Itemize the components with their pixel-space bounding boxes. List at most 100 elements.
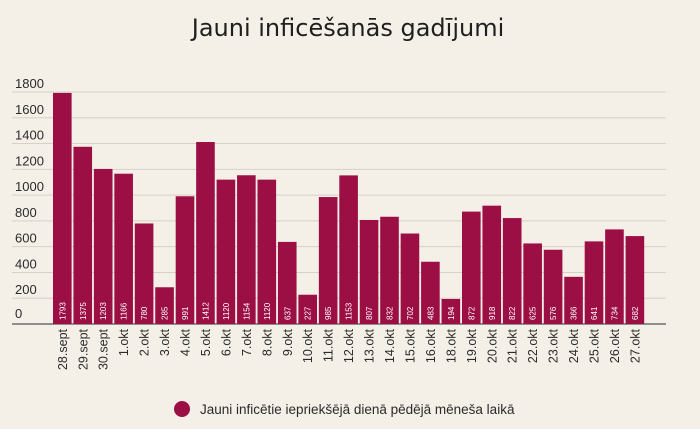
bar	[543, 249, 563, 324]
legend-swatch	[174, 401, 190, 417]
x-tick-label: 25.okt	[588, 328, 602, 363]
bar-value-label: 1203	[99, 302, 108, 320]
x-tick-label: 30.sept	[97, 328, 111, 370]
bar-value-label: 483	[426, 306, 435, 320]
bar	[605, 229, 624, 324]
bar	[53, 92, 72, 324]
y-tick-label: 200	[15, 282, 37, 297]
y-tick-label: 1400	[15, 128, 44, 143]
x-tick-label: 15.okt	[403, 328, 417, 363]
bar-value-label: 991	[181, 306, 190, 320]
x-tick-label: 24.okt	[567, 328, 581, 363]
bar	[237, 175, 256, 324]
bar	[400, 233, 420, 324]
chart-title: Jauni inficēšanās gadījumi	[190, 14, 505, 42]
x-tick-label: 28.sept	[56, 328, 70, 370]
x-tick-label: 29.sept	[76, 328, 90, 370]
x-tick-label: 26.okt	[608, 328, 622, 363]
bar	[175, 196, 195, 324]
y-axis: 0 200 400 600 800 1000 1200 1400 1600 1800	[15, 76, 44, 321]
x-tick-label: 11.okt	[322, 328, 336, 362]
bar	[298, 294, 317, 324]
bar-value-label: 1412	[201, 302, 210, 320]
bars: 1793 1375 1203 1166 780 285 991 1412 1120 1154 112…	[53, 92, 645, 324]
bar-value-label: 734	[610, 306, 619, 320]
bar	[380, 216, 399, 324]
bar-value-label: 822	[508, 306, 517, 320]
bar	[339, 175, 358, 324]
bar	[216, 179, 236, 324]
y-tick-label: 400	[15, 256, 37, 271]
bar-value-label: 194	[447, 306, 456, 320]
bar-value-label: 702	[406, 306, 415, 320]
bar	[564, 276, 583, 324]
bar-value-label: 985	[324, 306, 333, 320]
bar-value-label: 641	[590, 306, 599, 320]
x-tick-label: 2.okt	[138, 328, 152, 356]
bar	[462, 211, 481, 324]
bar-value-label: 1120	[222, 302, 231, 320]
bar	[114, 173, 133, 324]
bar	[318, 197, 338, 324]
x-tick-label: 6.okt	[219, 328, 233, 356]
legend: Jauni inficētie iepriekšējā dienā pēdējā…	[174, 401, 515, 417]
bar	[502, 218, 522, 324]
bar-value-label: 918	[488, 306, 497, 320]
x-tick-label: 21.okt	[506, 328, 520, 363]
bar-value-label: 780	[140, 306, 149, 320]
y-tick-label: 600	[15, 231, 37, 246]
bar-value-label: 227	[304, 306, 313, 320]
x-tick-label: 13.okt	[363, 328, 377, 363]
y-tick-label: 0	[15, 306, 22, 321]
legend-label: Jauni inficētie iepriekšējā dienā pēdējā…	[200, 402, 515, 417]
bar-value-label: 1154	[242, 302, 251, 320]
bar	[625, 236, 645, 324]
x-tick-label: 19.okt	[465, 328, 479, 363]
bar	[93, 168, 113, 324]
bar-value-label: 832	[386, 306, 395, 320]
x-tick-label: 14.okt	[383, 328, 397, 363]
bar-value-label: 1120	[263, 302, 272, 320]
x-tick-label: 12.okt	[342, 328, 356, 363]
x-tick-label: 23.okt	[547, 328, 561, 363]
bar	[277, 241, 297, 324]
bar-value-label: 576	[549, 306, 558, 320]
x-tick-label: 8.okt	[260, 328, 274, 356]
bar	[482, 205, 502, 324]
bar-value-label: 1166	[120, 302, 129, 320]
x-tick-label: 16.okt	[424, 328, 438, 363]
x-tick-label: 22.okt	[526, 328, 540, 363]
x-axis: 28.sept 29.sept 30.sept 1.okt 2.okt 3.okt 4.ok…	[56, 328, 643, 370]
bar-value-label: 1375	[79, 302, 88, 320]
bar	[359, 219, 379, 324]
bar-value-label: 366	[570, 306, 579, 320]
bar	[421, 261, 440, 324]
bar-value-label: 625	[529, 306, 538, 320]
y-tick-label: 1000	[15, 179, 44, 194]
bar	[134, 223, 154, 324]
bar	[196, 142, 215, 324]
x-tick-label: 9.okt	[281, 328, 295, 356]
x-tick-label: 27.okt	[628, 328, 642, 363]
x-tick-label: 10.okt	[301, 328, 315, 363]
x-tick-label: 4.okt	[179, 328, 193, 356]
y-tick-label: 1600	[15, 102, 44, 117]
bar	[73, 146, 93, 324]
bar-value-label: 637	[283, 306, 292, 320]
bar-value-label: 807	[365, 306, 374, 320]
y-tick-label: 1200	[15, 153, 44, 168]
y-tick-label: 800	[15, 205, 37, 220]
x-tick-label: 5.okt	[199, 328, 213, 356]
x-tick-label: 18.okt	[444, 328, 458, 363]
x-tick-label: 1.okt	[117, 328, 131, 356]
bar	[155, 287, 174, 324]
bar-value-label: 682	[631, 306, 640, 320]
bar-value-label: 1153	[345, 302, 354, 320]
x-tick-label: 20.okt	[485, 328, 499, 363]
bar-value-label: 285	[161, 306, 170, 320]
bar-value-label: 872	[467, 306, 476, 320]
bar-value-label: 1793	[58, 302, 67, 320]
y-tick-label: 1800	[15, 76, 44, 91]
